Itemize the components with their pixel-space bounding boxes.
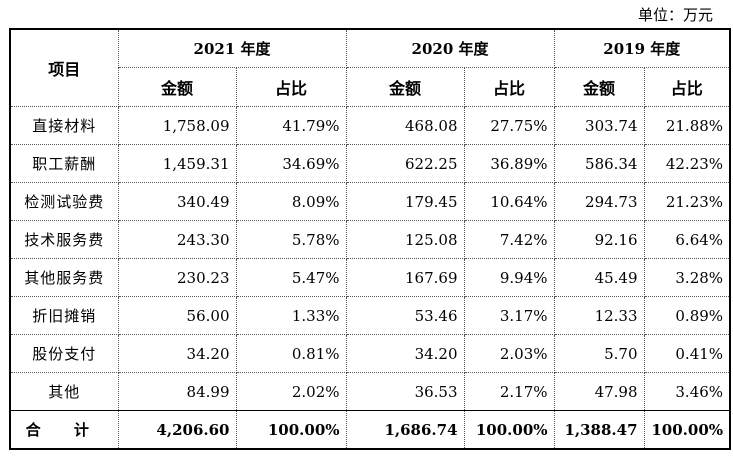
- amount-cell: 294.73: [553, 182, 645, 221]
- amount-cell: 125.08: [345, 220, 465, 259]
- amount-cell: 45.49: [553, 258, 645, 297]
- table-row: 其他服务费 230.23 5.47% 167.69 9.94% 45.49 3.28%: [9, 258, 731, 297]
- ratio-cell: 3.17%: [463, 296, 555, 335]
- header-year-2020: 2020 年度: [345, 28, 555, 68]
- ratio-cell: 6.64%: [643, 220, 731, 259]
- ratio-cell: 41.79%: [235, 106, 347, 145]
- total-cell: 100.00%: [643, 410, 731, 450]
- amount-cell: 34.20: [345, 334, 465, 373]
- ratio-cell: 8.09%: [235, 182, 347, 221]
- ratio-cell: 42.23%: [643, 144, 731, 183]
- ratio-cell: 0.41%: [643, 334, 731, 373]
- table-row: 股份支付 34.20 0.81% 34.20 2.03% 5.70 0.41%: [9, 334, 731, 373]
- amount-cell: 468.08: [345, 106, 465, 145]
- ratio-cell: 7.42%: [463, 220, 555, 259]
- ratio-cell: 2.03%: [463, 334, 555, 373]
- ratio-cell: 21.88%: [643, 106, 731, 145]
- row-label: 其他: [9, 372, 119, 411]
- table-row: 折旧摊销 56.00 1.33% 53.46 3.17% 12.33 0.89%: [9, 296, 731, 335]
- table-row: 检测试验费 340.49 8.09% 179.45 10.64% 294.73 21.23%: [9, 182, 731, 221]
- table-row: 职工薪酬 1,459.31 34.69% 622.25 36.89% 586.34 42.2…: [9, 144, 731, 183]
- row-label: 检测试验费: [9, 182, 119, 221]
- header-amount: 金额: [117, 67, 237, 107]
- amount-cell: 84.99: [117, 372, 237, 411]
- total-cell: 100.00%: [463, 410, 555, 450]
- ratio-cell: 0.89%: [643, 296, 731, 335]
- ratio-cell: 9.94%: [463, 258, 555, 297]
- ratio-cell: 27.75%: [463, 106, 555, 145]
- amount-cell: 47.98: [553, 372, 645, 411]
- ratio-cell: 36.89%: [463, 144, 555, 183]
- amount-cell: 36.53: [345, 372, 465, 411]
- header-row-columns: 金额 占比 金额 占比 金额 占比: [10, 67, 731, 107]
- total-cell: 100.00%: [235, 410, 347, 450]
- header-item: 项目: [9, 28, 119, 107]
- amount-cell: 243.30: [117, 220, 237, 259]
- ratio-cell: 5.78%: [235, 220, 347, 259]
- row-label: 直接材料: [9, 106, 119, 145]
- amount-cell: 1,459.31: [117, 144, 237, 183]
- row-label: 技术服务费: [9, 220, 119, 259]
- amount-cell: 53.46: [345, 296, 465, 335]
- unit-label: 单位：万元: [637, 6, 713, 24]
- total-label: 合 计: [9, 410, 119, 450]
- ratio-cell: 3.46%: [643, 372, 731, 411]
- amount-cell: 5.70: [553, 334, 645, 373]
- amount-cell: 56.00: [117, 296, 237, 335]
- amount-cell: 167.69: [345, 258, 465, 297]
- ratio-cell: 34.69%: [235, 144, 347, 183]
- ratio-cell: 5.47%: [235, 258, 347, 297]
- ratio-cell: 1.33%: [235, 296, 347, 335]
- amount-cell: 179.45: [345, 182, 465, 221]
- total-cell: 4,206.60: [117, 410, 237, 450]
- amount-cell: 622.25: [345, 144, 465, 183]
- amount-cell: 230.23: [117, 258, 237, 297]
- ratio-cell: 2.02%: [235, 372, 347, 411]
- header-ratio: 占比: [235, 67, 347, 107]
- table-row: 直接材料 1,758.09 41.79% 468.08 27.75% 303.74 21.8…: [9, 106, 731, 145]
- row-label: 其他服务费: [9, 258, 119, 297]
- ratio-cell: 2.17%: [463, 372, 555, 411]
- rd-expense-table: 项目 2021 年度 2020 年度 2019 年度 金额 占比 金额 占比 金…: [9, 28, 732, 450]
- amount-cell: 92.16: [553, 220, 645, 259]
- header-amount: 金额: [345, 67, 465, 107]
- row-label: 股份支付: [9, 334, 119, 373]
- header-amount: 金额: [553, 67, 645, 107]
- amount-cell: 12.33: [553, 296, 645, 335]
- header-ratio: 占比: [463, 67, 555, 107]
- header-ratio: 占比: [643, 67, 731, 107]
- ratio-cell: 10.64%: [463, 182, 555, 221]
- amount-cell: 303.74: [553, 106, 645, 145]
- total-cell: 1,388.47: [553, 410, 645, 450]
- table-row: 技术服务费 243.30 5.78% 125.08 7.42% 92.16 6.64%: [9, 220, 731, 259]
- amount-cell: 1,758.09: [117, 106, 237, 145]
- header-year-2019: 2019 年度: [553, 28, 731, 68]
- amount-cell: 34.20: [117, 334, 237, 373]
- total-cell: 1,686.74: [345, 410, 465, 450]
- header-row-years: 项目 2021 年度 2020 年度 2019 年度: [9, 28, 731, 107]
- ratio-cell: 21.23%: [643, 182, 731, 221]
- row-label: 折旧摊销: [9, 296, 119, 335]
- ratio-cell: 3.28%: [643, 258, 731, 297]
- row-label: 职工薪酬: [9, 144, 119, 183]
- total-row: 合 计 4,206.60 100.00% 1,686.74 100.00% 1,…: [9, 410, 731, 450]
- amount-cell: 586.34: [553, 144, 645, 183]
- table-row: 其他 84.99 2.02% 36.53 2.17% 47.98 3.46%: [9, 372, 731, 411]
- header-year-2021: 2021 年度: [117, 28, 347, 68]
- ratio-cell: 0.81%: [235, 334, 347, 373]
- amount-cell: 340.49: [117, 182, 237, 221]
